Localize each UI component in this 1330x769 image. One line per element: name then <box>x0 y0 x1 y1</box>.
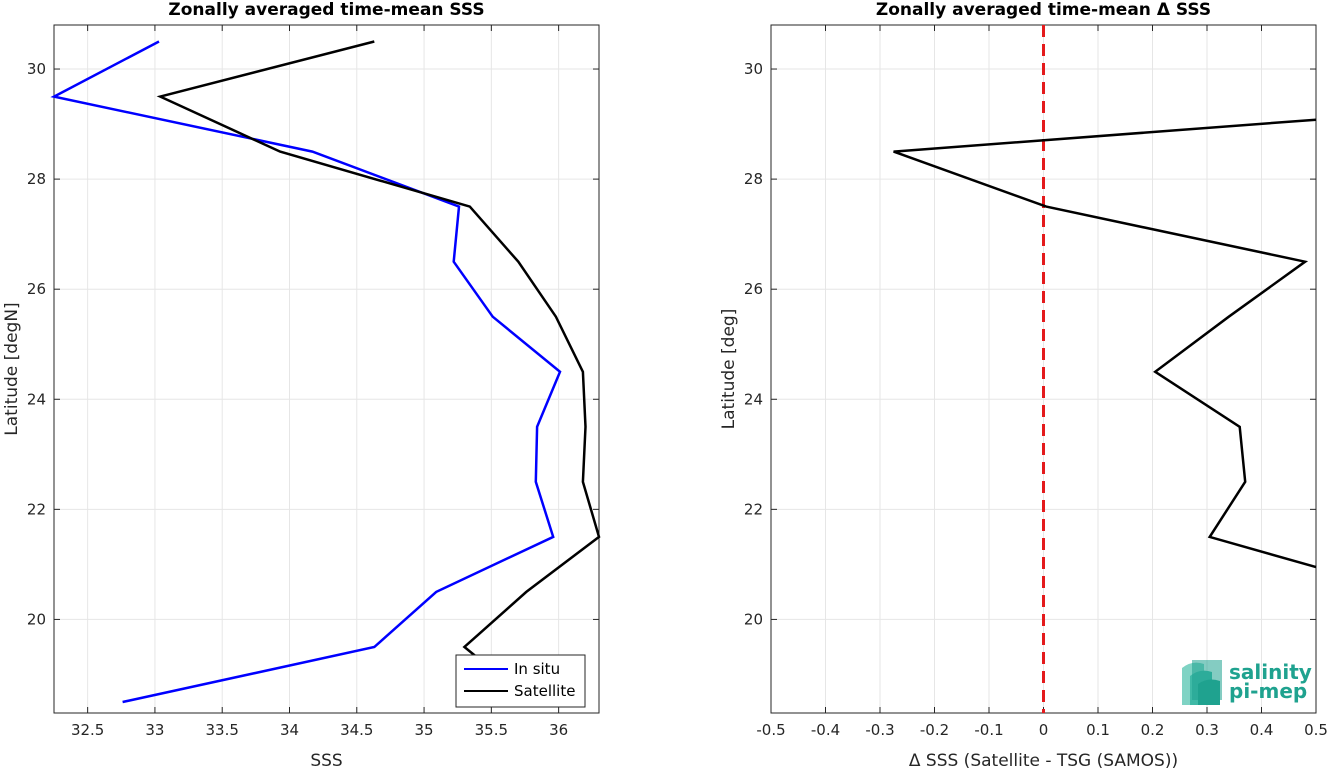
x-tick-label: 35 <box>415 721 434 739</box>
x-tick-label: -0.3 <box>865 721 894 739</box>
x-tick-label: 34.5 <box>340 721 373 739</box>
x-tick-label: 0.5 <box>1304 721 1328 739</box>
right-y-axis-label: Latitude [deg] <box>719 309 739 430</box>
y-tick-label: 24 <box>744 390 763 408</box>
salinity-pi-mep-logo: salinity pi-mep <box>1182 660 1312 705</box>
left-chart-title: Zonally averaged time-mean SSS <box>168 0 484 20</box>
y-tick-label: 28 <box>27 170 46 188</box>
logo-text-line2: pi-mep <box>1229 679 1307 703</box>
y-tick-label: 22 <box>27 500 46 518</box>
series-line-in-situ <box>50 40 562 704</box>
right-panel: -0.5 -0.4 -0.3 -0.2 -0.1 0 0.1 0.2 0.3 0.4 0.5 20 22… <box>719 0 1328 769</box>
x-tick-label: 35.5 <box>475 721 508 739</box>
x-tick-label: 33.5 <box>206 721 239 739</box>
y-tick-label: 20 <box>744 610 763 628</box>
series-line-delta-sss <box>893 118 1317 569</box>
y-tick-label: 30 <box>744 60 763 78</box>
legend-label-in-situ: In situ <box>514 660 560 678</box>
x-tick-label: 0.1 <box>1086 721 1110 739</box>
right-ticks: -0.5 -0.4 -0.3 -0.2 -0.1 0 0.1 0.2 0.3 0.4 0.5 20 22… <box>744 25 1328 739</box>
x-tick-label: 32.5 <box>71 721 104 739</box>
x-tick-label: 0.3 <box>1195 721 1219 739</box>
x-tick-label: 33 <box>145 721 164 739</box>
x-tick-label: 0.2 <box>1141 721 1165 739</box>
y-tick-label: 26 <box>27 280 46 298</box>
legend: In situ Satellite <box>455 654 586 708</box>
legend-label-satellite: Satellite <box>514 682 575 700</box>
y-tick-label: 28 <box>744 170 763 188</box>
x-tick-label: 34 <box>280 721 299 739</box>
y-tick-label: 26 <box>744 280 763 298</box>
left-series <box>50 40 601 704</box>
logo-wave-icon <box>1182 660 1222 705</box>
left-panel: 32.5 33 33.5 34 34.5 35 35.5 36 20 22 24 26 28 30 Zon… <box>2 0 601 769</box>
y-tick-label: 20 <box>27 610 46 628</box>
right-x-axis-label: Δ SSS (Satellite - TSG (SAMOS)) <box>909 751 1178 769</box>
y-tick-label: 24 <box>27 390 46 408</box>
left-y-axis-label: Latitude [degN] <box>2 302 22 435</box>
right-series <box>893 118 1317 569</box>
x-tick-label: -0.5 <box>756 721 785 739</box>
x-tick-label: 36 <box>549 721 568 739</box>
legend-box <box>455 654 586 708</box>
x-tick-label: 0 <box>1039 721 1049 739</box>
x-tick-label: -0.1 <box>974 721 1003 739</box>
x-tick-label: 0.4 <box>1250 721 1274 739</box>
logo-text-line1: salinity <box>1229 660 1312 684</box>
right-chart-title: Zonally averaged time-mean Δ SSS <box>876 0 1211 20</box>
left-ticks: 32.5 33 33.5 34 34.5 35 35.5 36 20 22 24 26 28 30 <box>27 25 599 739</box>
y-tick-label: 22 <box>744 500 763 518</box>
left-x-axis-label: SSS <box>310 751 342 769</box>
y-tick-label: 30 <box>27 60 46 78</box>
series-line-satellite <box>156 40 601 659</box>
x-tick-label: -0.2 <box>920 721 949 739</box>
left-axes-box <box>53 24 600 714</box>
left-grid <box>54 25 599 713</box>
x-tick-label: -0.4 <box>811 721 840 739</box>
